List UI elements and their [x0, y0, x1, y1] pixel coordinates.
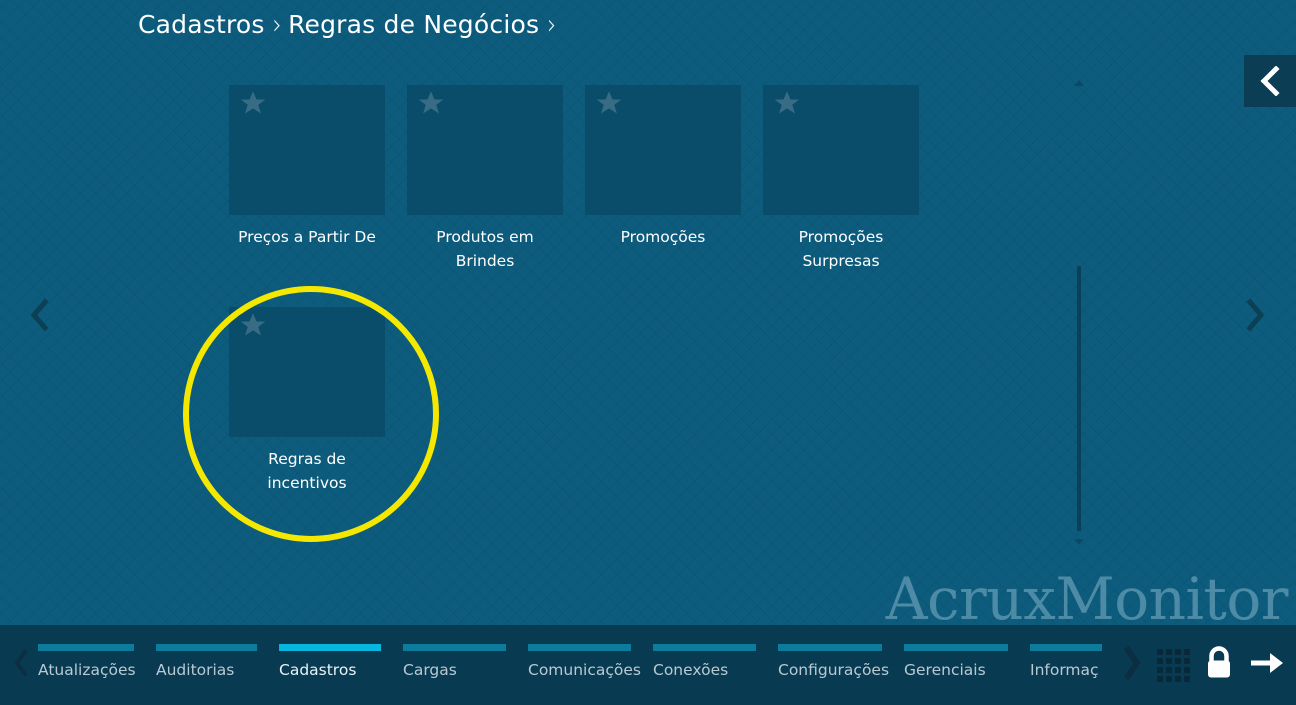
nav-tab-list: Atualizações Auditorias Cadastros Cargas…	[38, 625, 1115, 705]
breadcrumb: Cadastros › Regras de Negócios ›	[138, 8, 563, 41]
tile-label: Promoções Surpresas	[798, 228, 884, 270]
tile-row: Regras de incentivos	[229, 307, 1029, 495]
next-page-button[interactable]	[1228, 290, 1282, 344]
nav-tab-auditorias[interactable]: Auditorias	[156, 644, 257, 679]
app-watermark: AcruxMonitor	[885, 565, 1289, 633]
nav-scroll-right-button[interactable]	[1115, 625, 1149, 705]
nav-tab-label: Configurações	[778, 661, 890, 679]
breadcrumb-item-cadastros[interactable]: Cadastros	[138, 10, 265, 39]
chevron-left-icon	[13, 649, 29, 681]
nav-tab-informacoes[interactable]: Informaç	[1030, 644, 1102, 679]
nav-tab-comunicacoes[interactable]: Comunicações	[528, 644, 641, 679]
star-icon[interactable]	[239, 311, 267, 343]
tile-label: Preços a Partir De	[238, 228, 376, 246]
nav-tab-configuracoes[interactable]: Configurações	[778, 644, 890, 679]
tile-precos-a-partir-de[interactable]: Preços a Partir De	[229, 85, 385, 273]
nav-tab-indicator	[38, 644, 134, 651]
nav-tab-cadastros[interactable]: Cadastros	[279, 644, 381, 679]
nav-tab-conexoes[interactable]: Conexões	[653, 644, 756, 679]
triangle-down-icon[interactable]	[1074, 539, 1084, 545]
breadcrumb-separator-icon: ›	[547, 8, 557, 41]
vertical-scrollbar[interactable]	[1071, 80, 1087, 545]
breadcrumb-separator-icon: ›	[272, 8, 283, 41]
nav-tab-gerenciais[interactable]: Gerenciais	[904, 644, 1008, 679]
tile-label: Regras de incentivos	[267, 450, 347, 492]
nav-tab-indicator	[279, 644, 381, 651]
grid-apps-button[interactable]	[1157, 648, 1190, 682]
tile-produtos-em-brindes[interactable]: Produtos em Brindes	[407, 85, 563, 273]
bottom-navigation-bar: Atualizações Auditorias Cadastros Cargas…	[0, 625, 1296, 705]
tile-regras-de-incentivos[interactable]: Regras de incentivos	[229, 307, 385, 495]
collapse-panel-button[interactable]	[1244, 55, 1296, 107]
nav-tab-atualizacoes[interactable]: Atualizações	[38, 644, 136, 679]
tile-grid: Preços a Partir De Produtos em Brindes	[229, 85, 1029, 495]
scrollbar-thumb[interactable]	[1077, 266, 1081, 531]
logout-button[interactable]	[1248, 648, 1286, 682]
tile-thumbnail	[585, 85, 741, 215]
chevron-left-icon	[28, 298, 50, 336]
star-icon[interactable]	[417, 89, 445, 121]
nav-tab-label: Cargas	[403, 661, 457, 679]
scrollbar-track[interactable]	[1077, 94, 1081, 531]
tile-thumbnail	[407, 85, 563, 215]
breadcrumb-item-regras-de-negocios[interactable]: Regras de Negócios	[288, 10, 540, 39]
tile-label: Produtos em Brindes	[436, 228, 534, 270]
lock-button[interactable]	[1202, 644, 1236, 686]
nav-tab-indicator	[653, 644, 756, 651]
tile-promocoes[interactable]: Promoções	[585, 85, 741, 273]
tile-thumbnail	[763, 85, 919, 215]
nav-tab-label: Conexões	[653, 661, 729, 679]
nav-tab-label: Cadastros	[279, 661, 357, 679]
grid-apps-icon	[1157, 648, 1190, 682]
chevron-right-icon	[1123, 645, 1141, 684]
nav-tab-label: Informaç	[1030, 661, 1099, 679]
previous-page-button[interactable]	[12, 290, 66, 344]
nav-tab-indicator	[778, 644, 882, 651]
star-icon[interactable]	[239, 89, 267, 121]
nav-scroll-left-button[interactable]	[4, 625, 38, 705]
tile-thumbnail	[229, 85, 385, 215]
nav-tab-indicator	[904, 644, 1008, 651]
chevron-right-icon	[1244, 298, 1266, 336]
lock-icon	[1202, 644, 1236, 686]
nav-tab-cargas[interactable]: Cargas	[403, 644, 506, 679]
nav-tab-label: Auditorias	[156, 661, 235, 679]
nav-tab-label: Gerenciais	[904, 661, 986, 679]
nav-tab-indicator	[403, 644, 506, 651]
star-icon[interactable]	[595, 89, 623, 121]
tile-promocoes-surpresas[interactable]: Promoções Surpresas	[763, 85, 919, 273]
nav-tab-label: Comunicações	[528, 661, 641, 679]
chevron-left-icon	[1260, 66, 1280, 96]
tile-row: Preços a Partir De Produtos em Brindes	[229, 85, 1029, 273]
nav-tab-indicator	[1030, 644, 1102, 651]
tile-label: Promoções	[620, 228, 706, 246]
star-icon[interactable]	[773, 89, 801, 121]
nav-tab-label: Atualizações	[38, 661, 136, 679]
arrow-right-icon	[1248, 648, 1286, 682]
triangle-up-icon[interactable]	[1074, 80, 1084, 86]
nav-tab-indicator	[528, 644, 631, 651]
bottom-nav-icon-group	[1149, 625, 1296, 705]
nav-tab-indicator	[156, 644, 257, 651]
tile-thumbnail	[229, 307, 385, 437]
